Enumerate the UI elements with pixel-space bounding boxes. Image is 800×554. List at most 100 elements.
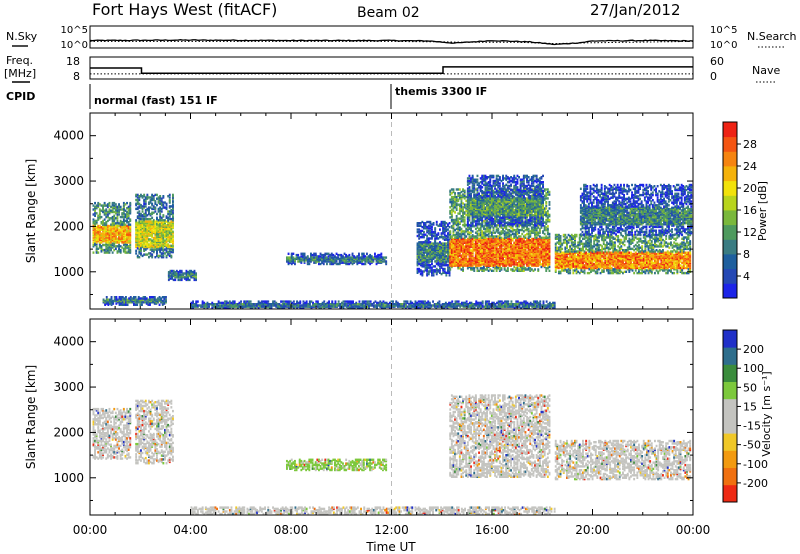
x-axis-label: Time UT (365, 540, 416, 554)
velocity-echo-patch-1 (135, 399, 174, 465)
cpid-segment-2-label: themis 3300 IF (395, 85, 487, 98)
velocity-echo-patch-3 (449, 394, 551, 478)
power-colorbar-label: Power [dB] (756, 181, 769, 241)
nsky-trace (89, 39, 694, 46)
nsky-label: N.Sky (6, 30, 38, 43)
colorbar-swatch-10 (723, 136, 737, 152)
ytick-label-3: 4000 (53, 335, 84, 349)
ytick-label-0: 1000 (53, 265, 84, 279)
colorbar-swatch-8 (723, 347, 737, 365)
xtick-label-4: 16:00 (475, 523, 510, 537)
nave-label: Nave (752, 64, 780, 77)
colorbar-swatch-1 (723, 268, 737, 284)
station-title: Fort Hays West (fitACF) (92, 0, 277, 19)
velocity-echo-patch-0 (92, 407, 132, 460)
power-echo-patch-7 (554, 233, 692, 275)
colorbar-tick-label-4: 12 (743, 226, 757, 239)
colorbar-tick-label-5: -50 (743, 439, 761, 452)
power-echo-patch-3 (286, 252, 388, 266)
power-echo-patch-10 (190, 300, 556, 310)
colorbar-swatch-7 (723, 364, 737, 382)
power-echo-patch-9 (102, 296, 167, 306)
colorbar-tick-label-1: 100 (743, 362, 764, 375)
colorbar-swatch-2 (723, 254, 737, 270)
colorbar-tick-label-2: 50 (743, 381, 757, 394)
velocity-echo-patch-4 (554, 439, 692, 481)
colorbar-swatch-5 (723, 210, 737, 226)
colorbar-tick-label-0: 200 (743, 343, 764, 356)
velocity-colorbar-label: Velocity [m s⁻¹] (760, 371, 773, 456)
colorbar-tick-label-5: 8 (743, 248, 750, 261)
freq-panel-frame (89, 56, 694, 80)
power-y-axis: 1000 2000 3000 4000 (53, 113, 694, 309)
freq-label-line2: [MHz] (4, 67, 36, 80)
colorbar-swatch-7 (723, 180, 737, 196)
power-echo-patch-6 (466, 174, 544, 227)
power-colorbar: 28 24 20 16 12 8 4 (722, 121, 757, 299)
cpid-label: CPID (6, 90, 35, 103)
nsearch-label: N.Search (747, 30, 797, 43)
ytick-label-2: 3000 (53, 174, 84, 188)
noise-tick-high: 10^5 (61, 25, 88, 36)
power-y-axis-label: Slant Range [km] (24, 159, 38, 263)
colorbar-swatch-1 (723, 467, 737, 486)
colorbar-swatch-0 (723, 484, 737, 503)
xtick-label-5: 20:00 (575, 523, 610, 537)
freq-tick-low: 8 (73, 70, 80, 83)
colorbar-swatch-3 (723, 239, 737, 255)
noise-panel-traces (89, 39, 694, 46)
beam-title: Beam 02 (357, 5, 420, 21)
colorbar-tick-label-6: 4 (743, 270, 750, 283)
colorbar-swatch-9 (723, 330, 737, 348)
power-echo-patch-1 (135, 193, 174, 259)
nave-tick-low: 0 (710, 70, 717, 83)
velocity-colorbar: 200 100 50 15 -15 -50 -100 -200 (722, 329, 768, 503)
velocity-echo-patch-5 (190, 506, 556, 516)
colorbar-swatch-4 (723, 224, 737, 240)
date-title: 27/Jan/2012 (590, 1, 681, 19)
xtick-label-3: 12:00 (374, 523, 409, 537)
power-echo-patch-2 (167, 269, 197, 282)
time-x-axis: 00:00 04:00 08:00 12:00 16:00 20:00 00:00 (73, 523, 711, 537)
colorbar-swatch-3 (723, 433, 737, 451)
colorbar-swatch-9 (723, 151, 737, 167)
freq-trace (90, 66, 693, 75)
colorbar-swatch-2 (723, 450, 737, 468)
cpid-segment-1-label: normal (fast) 151 IF (94, 94, 218, 107)
colorbar-tick-label-0: 28 (743, 138, 757, 151)
freq-panel-traces (90, 66, 693, 75)
colorbar-tick-label-2: 20 (743, 182, 757, 195)
velocity-y-axis: 1000 2000 3000 4000 (53, 319, 694, 515)
ytick-label-0: 1000 (53, 471, 84, 485)
nave-tick-high: 60 (710, 55, 724, 68)
xtick-label-2: 08:00 (274, 523, 309, 537)
colorbar-swatch-6 (723, 381, 737, 400)
colorbar-tick-label-7: -200 (743, 477, 768, 490)
power-heatmap (92, 113, 693, 310)
noise-right-tick-high: 10^5 (710, 25, 737, 36)
velocity-echo-patch-2 (286, 458, 388, 472)
power-echo-patch-4 (416, 220, 451, 277)
colorbar-frame (722, 329, 738, 503)
colorbar-swatch-11 (723, 122, 737, 138)
noise-panel-frame (89, 25, 694, 49)
ytick-label-1: 2000 (53, 425, 84, 439)
power-echo-patch-8 (579, 183, 693, 236)
colorbar-swatch-5 (723, 398, 737, 417)
xtick-label-1: 04:00 (173, 523, 208, 537)
colorbar-tick-label-3: 16 (743, 204, 757, 217)
nsearch-trace (90, 40, 693, 45)
colorbar-swatch-4 (723, 416, 737, 434)
colorbar-tick-label-3: 15 (743, 400, 757, 413)
ytick-label-2: 3000 (53, 380, 84, 394)
xtick-label-0: 00:00 (73, 523, 108, 537)
colorbar-tick-label-6: -100 (743, 458, 768, 471)
noise-right-tick-low: 10^0 (710, 40, 737, 51)
colorbar-swatch-0 (723, 283, 737, 299)
freq-label-line1: Freq. (6, 54, 33, 67)
colorbar-swatch-8 (723, 166, 737, 182)
colorbar-swatch-6 (723, 195, 737, 211)
freq-tick-high: 18 (66, 55, 80, 68)
ytick-label-3: 4000 (53, 129, 84, 143)
